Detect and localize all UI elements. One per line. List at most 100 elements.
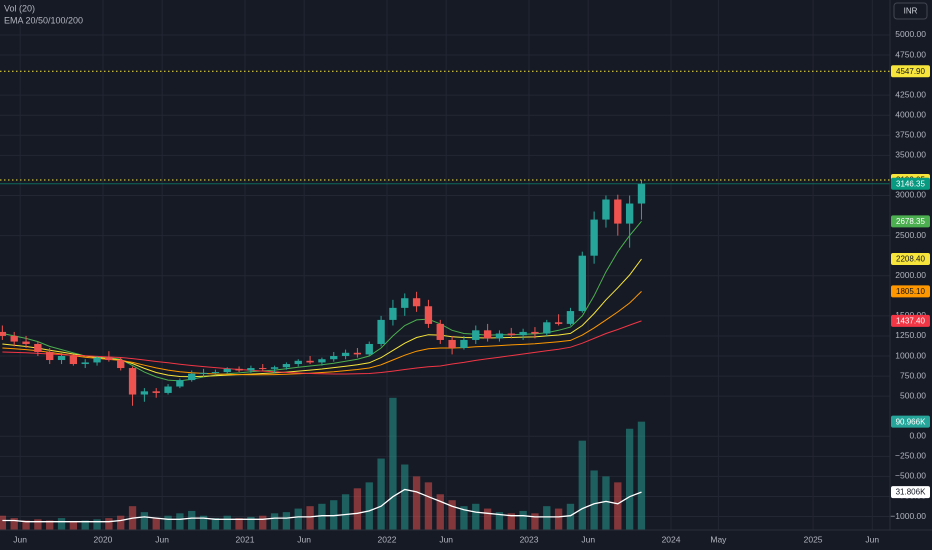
legend-ema: EMA 20/50/100/200 [4,15,83,25]
volume-bar [282,512,291,530]
candle-body [353,352,362,355]
volume-bar [34,519,42,530]
volume-bar [306,506,314,530]
y-tick-label: 500.00 [900,390,926,400]
candle-body [223,368,231,373]
candle-body [93,357,101,363]
volume-bar [93,519,101,530]
currency-label[interactable]: INR [904,7,918,16]
candle-body [22,341,30,344]
candle-body [117,360,125,369]
volume-bar [483,508,492,530]
volume-bar [188,510,196,530]
candle-body [152,391,160,393]
candle-body [199,372,208,374]
y-tick-label: 3750.00 [895,130,926,140]
candle-body [625,203,634,224]
y-tick-label: 3000.00 [895,190,926,200]
volume-bar [140,512,149,530]
y-tick-label: −500.00 [895,471,926,481]
currency-button[interactable] [893,2,928,20]
price-badge [891,215,930,228]
price-badge-label: 31.806K [896,488,926,497]
candle-body [412,298,421,307]
volume-bar [554,508,563,530]
candle-body [519,331,527,336]
volume-bar [223,515,231,530]
volume-bar [578,440,586,530]
volume-bar [412,476,421,530]
candle-body [614,199,622,224]
x-tick-label: 2022 [378,534,397,544]
candle-body [578,255,586,312]
candle-body [495,333,504,339]
candle-body [105,357,113,361]
price-badge-label: 2678.35 [896,217,925,226]
price-badge [891,65,930,78]
volume-bar [637,421,646,530]
candle-body [10,335,18,342]
volume-bar [81,520,89,530]
volume-bar [507,513,515,530]
price-badge-label: 90.966K [896,417,926,426]
candle-body [507,333,515,336]
volume-bar [625,428,634,530]
candle-body [637,183,646,204]
volume-bar [531,513,539,530]
y-tick-label: 4000.00 [895,109,926,119]
candle-body [211,372,220,374]
y-tick-label: 1250.00 [895,330,926,340]
x-tick-label: Jun [13,534,27,544]
x-tick-label: 2024 [662,534,681,544]
x-tick-label: 2020 [94,534,113,544]
volume-bar [448,500,456,530]
volume-bar [211,518,220,530]
y-tick-label: 0.00 [909,431,926,441]
candle-body [543,322,551,334]
candle-body [483,330,492,339]
candle-body [140,391,149,395]
candle-body [436,323,444,340]
volume-bar [247,516,255,530]
price-badge-label: 2208.40 [896,255,925,264]
volume-bar [105,518,113,530]
volume-bar [46,520,54,530]
volume-bar [436,494,444,530]
price-badge [891,314,930,327]
candle-body [318,359,326,363]
candle-body [306,360,314,363]
volume-bar [117,515,125,530]
price-badge [891,486,930,499]
candle-body [590,219,598,256]
legend-volume: Vol (20) [4,3,35,13]
volume-bar [270,513,279,530]
volume-bar [365,482,373,530]
candle-body [460,339,468,348]
price-badge [891,415,930,428]
y-tick-label: 2500.00 [895,230,926,240]
volume-bar [602,476,610,530]
x-tick-label: Jun [439,534,453,544]
volume-bar [0,515,7,530]
candle-body [69,356,78,365]
volume-bar [614,482,622,530]
candle-body [294,360,302,365]
volume-bar [495,512,504,530]
volume-bar [389,397,397,530]
x-tick-label: Jun [155,534,169,544]
price-badge-label: 3146.35 [896,179,925,188]
volume-pane [0,397,646,530]
volume-bar [424,482,433,530]
volume-ma-line [2,488,642,523]
plot [0,70,890,406]
volume-bar [176,513,184,530]
candle-body [81,362,89,365]
volume-bar [472,503,480,530]
candle-body [188,373,196,381]
candle-body [566,311,575,324]
volume-bar [57,518,66,530]
y-tick-label: 4250.00 [895,89,926,99]
x-tick-label: Jun [581,534,595,544]
candle-body [554,322,563,324]
